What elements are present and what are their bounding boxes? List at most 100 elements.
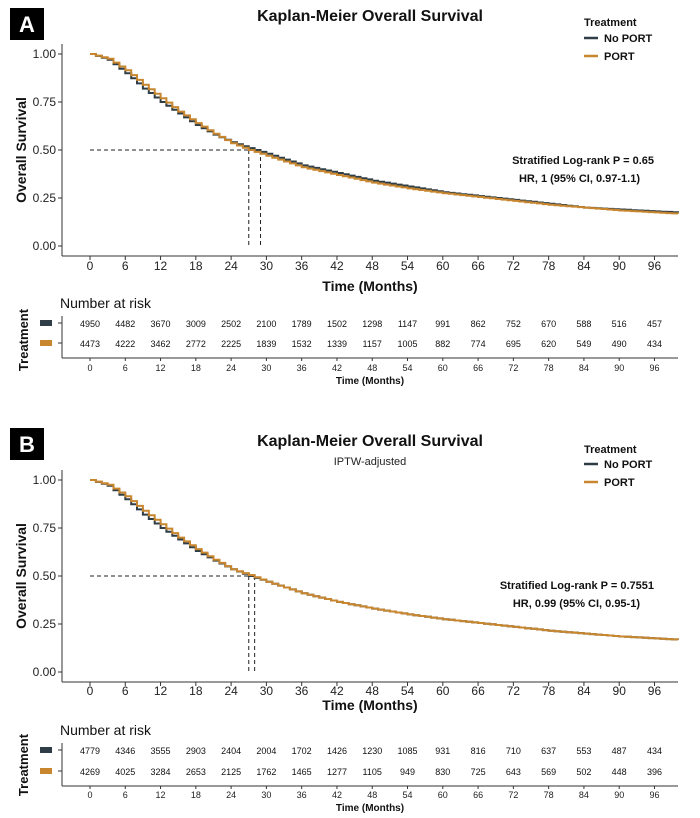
risk-cell: 448 [612,767,627,777]
risk-cell: 516 [612,319,627,329]
risk-cell: 1789 [292,319,312,329]
y-tick-label: 0.25 [33,617,57,631]
risk-cell: 1702 [292,746,312,756]
risk-cell: 1532 [292,339,312,349]
risk-cell: 490 [612,339,627,349]
legend-label: No PORT [604,459,653,471]
legend-label: PORT [604,477,635,489]
risk-x-tick-label: 48 [367,790,377,800]
x-tick-label: 24 [224,684,238,698]
risk-cell: 4222 [115,339,135,349]
risk-x-tick-label: 96 [649,790,659,800]
risk-x-tick-label: 6 [123,363,128,373]
x-tick-label: 60 [436,259,450,273]
x-tick-label: 66 [471,684,485,698]
risk-cell: 830 [435,767,450,777]
x-tick-label: 18 [189,684,203,698]
risk-cell: 4482 [115,319,135,329]
legend-label: No PORT [604,33,653,45]
x-axis-label: Time (Months) [322,278,417,294]
risk-cell: 1085 [398,746,418,756]
y-axis-label: Overall Survival [13,523,29,629]
risk-x-tick-label: 54 [403,363,413,373]
panel-badge [10,428,44,460]
x-tick-label: 72 [507,259,521,273]
risk-cell: 882 [435,339,450,349]
risk-cell: 553 [576,746,591,756]
risk-cell: 434 [647,339,662,349]
risk-cell: 4950 [80,319,100,329]
risk-x-tick-label: 12 [156,363,166,373]
risk-x-tick-label: 30 [261,790,271,800]
x-axis-label: Time (Months) [322,697,417,713]
panel-badge [10,8,44,40]
x-tick-label: 24 [224,259,238,273]
risk-cell: 1105 [363,767,382,777]
x-tick-label: 18 [189,259,203,273]
risk-table-title: Number at risk [60,722,152,738]
y-tick-label: 0.75 [33,521,57,535]
risk-cell: 725 [471,767,486,777]
risk-cell: 3555 [151,746,171,756]
risk-x-tick-label: 84 [579,363,589,373]
risk-cell: 2653 [186,767,206,777]
risk-cell: 1762 [256,767,276,777]
risk-table-ylabel: Treatment [16,308,31,371]
risk-x-tick-label: 78 [544,363,554,373]
y-tick-label: 0.75 [33,95,57,109]
risk-cell: 637 [541,746,556,756]
survival-curve-port [90,479,679,641]
x-tick-label: 48 [366,259,380,273]
x-tick-label: 84 [577,684,591,698]
risk-cell: 931 [435,746,450,756]
risk-cell: 2100 [256,319,276,329]
y-tick-label: 1.00 [33,47,57,61]
risk-x-tick-label: 18 [191,363,201,373]
chart-subtitle: IPTW-adjusted [334,456,407,468]
risk-x-tick-label: 60 [438,790,448,800]
risk-cell: 1839 [256,339,276,349]
risk-cell: 2125 [221,767,241,777]
risk-cell: 569 [541,767,556,777]
risk-cell: 1298 [362,319,382,329]
risk-cell: 620 [541,339,556,349]
risk-cell: 862 [471,319,486,329]
logrank-annotation: Stratified Log-rank P = 0.65 [512,155,654,167]
risk-x-tick-label: 42 [332,790,342,800]
risk-table-xlabel: Time (Months) [336,803,404,814]
risk-cell: 3462 [151,339,171,349]
x-tick-label: 6 [122,259,129,273]
x-tick-label: 78 [542,259,556,273]
risk-x-tick-label: 72 [508,790,518,800]
risk-cell: 774 [471,339,486,349]
survival-curve-port [90,53,679,215]
risk-x-tick-label: 72 [508,363,518,373]
x-tick-label: 78 [542,684,556,698]
x-tick-label: 12 [154,259,168,273]
risk-cell: 1465 [292,767,312,777]
risk-cell: 4473 [80,339,100,349]
risk-x-tick-label: 66 [473,363,483,373]
risk-x-tick-label: 90 [614,363,624,373]
risk-cell: 1502 [327,319,347,329]
x-tick-label: 0 [87,684,94,698]
risk-cell: 1426 [327,746,347,756]
y-tick-label: 1.00 [33,473,57,487]
x-tick-label: 36 [295,684,309,698]
risk-x-tick-label: 6 [123,790,128,800]
risk-x-tick-label: 42 [332,363,342,373]
risk-cell: 3009 [186,319,206,329]
risk-cell: 3670 [151,319,171,329]
y-tick-label: 0.00 [33,665,57,679]
x-tick-label: 6 [122,684,129,698]
risk-cell: 3284 [151,767,171,777]
risk-x-tick-label: 24 [226,363,236,373]
risk-table-title: Number at risk [60,295,152,311]
risk-cell: 1339 [327,339,347,349]
x-tick-label: 84 [577,259,591,273]
risk-x-tick-label: 66 [473,790,483,800]
risk-row-swatch [40,340,52,346]
risk-table-xlabel: Time (Months) [336,376,404,387]
risk-cell: 549 [576,339,591,349]
risk-x-tick-label: 78 [544,790,554,800]
